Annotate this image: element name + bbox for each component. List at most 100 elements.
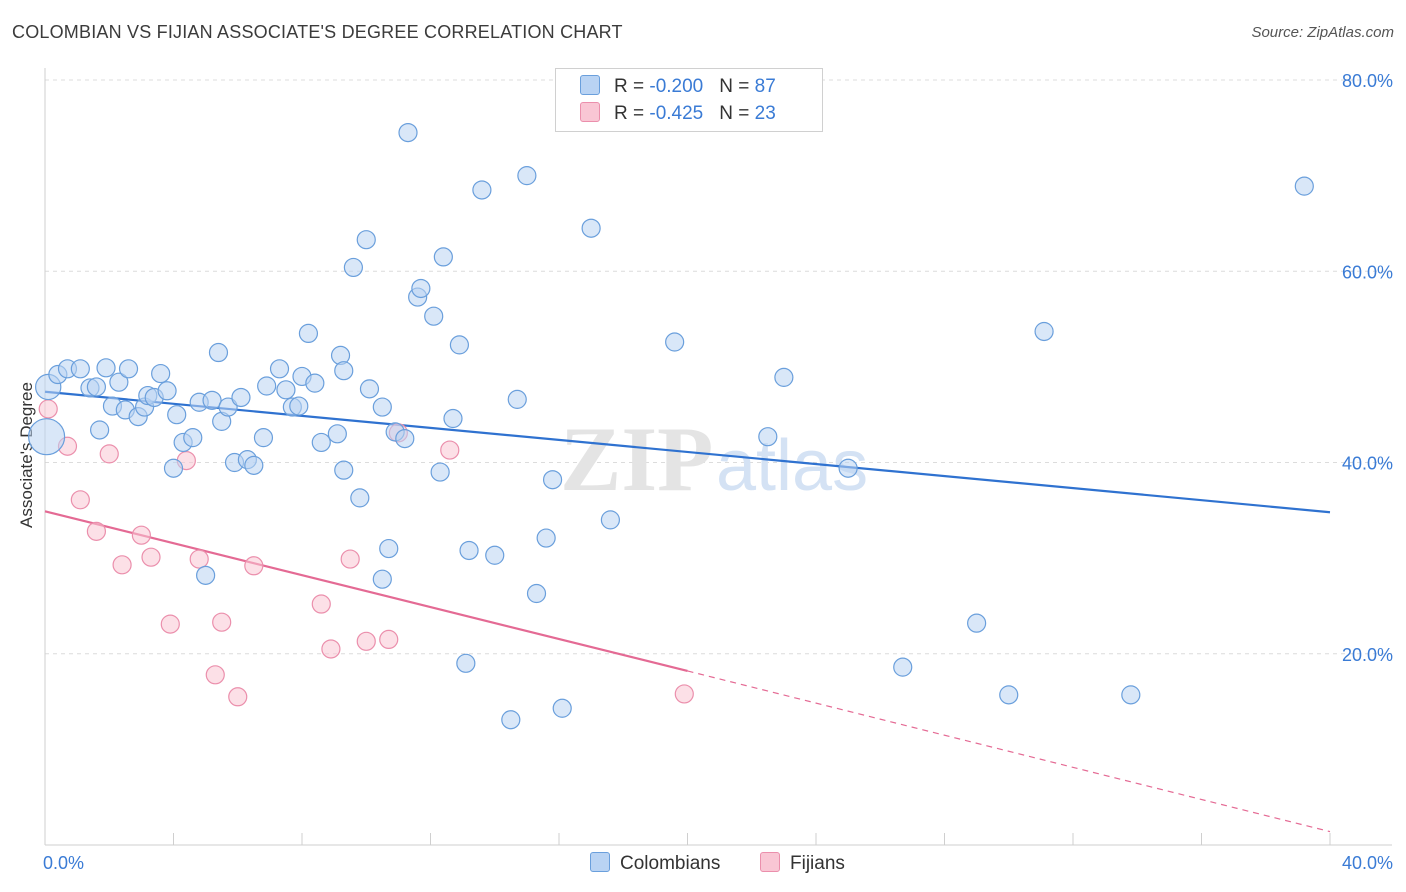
colombians-point (526, 583, 547, 604)
colombians-point (157, 381, 177, 401)
legend-r-label: R = (614, 76, 650, 97)
colombians-point (536, 528, 556, 548)
trend-line-fijians (44, 510, 688, 673)
y-tick-label: 60.0% (1342, 262, 1393, 282)
colombians-point (276, 380, 296, 400)
colombians-point (665, 332, 685, 352)
legend-label-colombians: Colombians (620, 853, 721, 874)
legend-n-label: N = (719, 76, 755, 97)
fijians-point (356, 631, 376, 651)
colombians-point (456, 653, 476, 673)
x-tick-label: 40.0% (1342, 853, 1393, 873)
fijians-point (228, 687, 248, 707)
fijians-point (189, 549, 209, 569)
colombians-point (163, 458, 184, 478)
y-tick-label: 20.0% (1342, 645, 1393, 665)
chart-title: COLOMBIAN VS FIJIAN ASSOCIATE'S DEGREE C… (12, 22, 623, 42)
fijians-point (674, 684, 694, 704)
fijians-point (86, 521, 107, 541)
colombians-point (96, 358, 116, 378)
colombians-point (350, 488, 370, 508)
fijians-point (244, 556, 264, 576)
colombians-point (379, 538, 399, 559)
legend-row-colombians: R = -0.200 N = 87 (580, 75, 776, 99)
fijians-point (131, 525, 151, 545)
colombians-point (411, 278, 431, 299)
grid-lines (45, 79, 1392, 655)
fijians-point (205, 665, 225, 685)
fijians-point (311, 594, 331, 614)
colombians-swatch (580, 75, 600, 95)
fijians-point (141, 547, 161, 567)
legend-n-value: 87 (754, 76, 776, 97)
fijians-point (70, 490, 90, 510)
bottom-legend-fijians: Fijians (760, 852, 845, 875)
colombians-swatch (590, 852, 610, 872)
colombians-point (517, 166, 537, 186)
colombians-point (356, 230, 376, 250)
colombians-point (581, 218, 601, 238)
colombians-point (208, 342, 229, 363)
colombians-point (343, 257, 363, 278)
legend-n-value: 23 (754, 103, 776, 124)
colombians-point (298, 323, 319, 344)
legend-r-label: R = (614, 103, 650, 124)
colombians-point (893, 657, 913, 677)
colombians-point (758, 427, 778, 447)
colombians-point (70, 359, 90, 379)
colombians-point (334, 460, 354, 480)
colombians-point (86, 377, 107, 397)
colombians-point (231, 387, 251, 408)
colombians-point (398, 122, 418, 143)
colombians-point (151, 363, 171, 384)
fijians-point (379, 629, 399, 650)
colombians-point (202, 390, 222, 410)
colombians-point (999, 685, 1019, 705)
fijians-point (99, 444, 119, 464)
colombians-points (28, 122, 1314, 730)
colombians-point (289, 396, 309, 416)
colombians-point (334, 361, 354, 381)
colombians-point (196, 565, 216, 585)
legend-r-value: -0.425 (649, 103, 704, 124)
trend-lines (44, 390, 1331, 833)
colombians-point (774, 367, 794, 387)
colombians-point (967, 613, 987, 633)
colombians-point (507, 389, 527, 409)
colombians-point (109, 372, 129, 392)
x-tick-label: 0.0% (43, 853, 84, 873)
colombians-point (167, 405, 187, 425)
bottom-legend-colombians: Colombians (590, 852, 720, 875)
fijians-swatch (760, 852, 780, 872)
colombians-point (183, 428, 203, 448)
colombians-point (1121, 685, 1141, 705)
colombians-point (1034, 321, 1054, 342)
fijians-swatch (580, 102, 600, 122)
colombians-point (424, 306, 444, 326)
axes (44, 68, 1392, 846)
colombians-point (359, 379, 380, 399)
correlation-legend: R = -0.200 N = 87 R = -0.425 N = 23 (555, 68, 823, 132)
source-label: Source: ZipAtlas.com (1251, 24, 1394, 41)
y-tick-label: 80.0% (1342, 71, 1393, 91)
legend-n-label: N = (719, 103, 755, 124)
colombians-point (28, 418, 66, 456)
colombians-point (257, 376, 277, 396)
colombians-point (459, 540, 479, 561)
colombians-point (552, 698, 572, 718)
colombians-point (372, 569, 392, 589)
colombians-point (269, 359, 290, 379)
colombians-point (542, 470, 563, 490)
fijians-point (38, 399, 58, 419)
colombians-point (305, 373, 325, 393)
fijians-point (321, 639, 341, 659)
colombians-point (90, 420, 110, 440)
fijians-point (440, 440, 460, 460)
y-tick-label: 40.0% (1342, 454, 1393, 474)
colombians-point (118, 359, 139, 379)
tick-labels: 20.0% 40.0% 60.0% 80.0% 0.0% 40.0% (43, 71, 1393, 873)
colombians-point (443, 408, 463, 429)
colombians-point (244, 455, 264, 475)
colombians-point (449, 335, 470, 355)
